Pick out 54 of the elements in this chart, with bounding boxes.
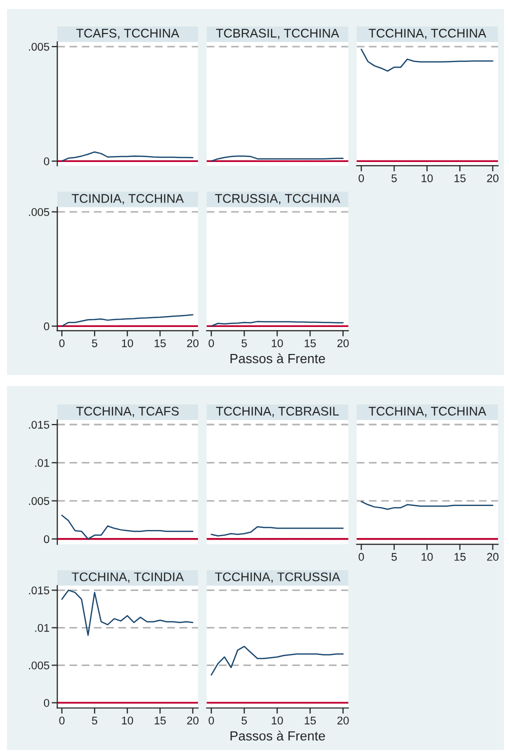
x-tick-label: 15 <box>154 716 166 724</box>
x-tick-label: 10 <box>422 552 433 561</box>
x-tick-label: 5 <box>392 174 397 182</box>
y-tick-label: 0 <box>44 535 50 544</box>
x-tick-label: 10 <box>122 716 134 724</box>
chart-title: TCCHINA, TCAFS <box>76 406 179 418</box>
x-tick-label: 0 <box>59 339 65 348</box>
x-tick-label: 0 <box>208 339 214 348</box>
chart-title: TCAFS, TCCHINA <box>76 28 180 40</box>
y-tick-label: .01 <box>35 624 50 632</box>
x-tick-label: 10 <box>422 174 433 182</box>
chart-title: TCRUSSIA, TCCHINA <box>215 194 340 204</box>
x-tick-label: 5 <box>92 339 98 348</box>
x-tick-label: 15 <box>454 553 466 561</box>
chart-title: TCCHINA, TCINDIA <box>72 572 184 583</box>
chart-title: TCINDIA, TCCHINA <box>72 194 184 204</box>
chart-title: TCCHINA, TCBRASIL <box>216 406 339 418</box>
x-tick-label: 5 <box>242 339 247 348</box>
x-axis-title: Passos à Frente <box>230 353 325 364</box>
x-tick-label: 10 <box>272 716 283 724</box>
x-tick-label: 10 <box>272 339 283 348</box>
y-tick-label: 0 <box>44 699 50 707</box>
x-tick-label: 0 <box>358 552 364 561</box>
x-tick-label: 10 <box>122 339 134 348</box>
chart-title: TCCHINA, TCCHINA <box>368 406 486 418</box>
x-tick-label: 5 <box>242 716 247 724</box>
chart-title: TCBRASIL, TCCHINA <box>216 28 340 40</box>
y-tick-label: 0 <box>44 322 50 330</box>
x-tick-label: 15 <box>154 339 166 348</box>
x-tick-label: 15 <box>304 716 316 724</box>
x-tick-label: 20 <box>187 716 199 724</box>
x-tick-label: 0 <box>358 174 364 182</box>
y-tick-label: .005 <box>29 42 50 51</box>
x-tick-label: 20 <box>187 339 199 348</box>
x-tick-label: 5 <box>392 553 397 561</box>
x-tick-label: 20 <box>487 552 498 561</box>
x-tick-label: 15 <box>304 339 316 348</box>
y-tick-label: .005 <box>29 662 50 670</box>
y-tick-label: 0 <box>44 157 50 166</box>
chart-title: TCCHINA, TCRUSSIA <box>215 572 340 583</box>
x-tick-label: 20 <box>487 174 498 182</box>
x-tick-label: 0 <box>59 716 65 724</box>
x-tick-label: 0 <box>208 716 214 724</box>
x-tick-label: 20 <box>337 716 349 724</box>
x-tick-label: 20 <box>337 339 349 348</box>
y-tick-label: .01 <box>35 458 50 467</box>
y-tick-label: .005 <box>29 208 50 216</box>
x-tick-label: 15 <box>454 174 466 182</box>
y-tick-label: .005 <box>29 497 50 505</box>
chart-title: TCCHINA, TCCHINA <box>368 28 486 40</box>
x-tick-label: 5 <box>92 716 98 724</box>
y-tick-label: .015 <box>29 420 50 429</box>
y-tick-label: .015 <box>29 586 50 594</box>
x-axis-title: Passos à Frente <box>230 730 325 741</box>
